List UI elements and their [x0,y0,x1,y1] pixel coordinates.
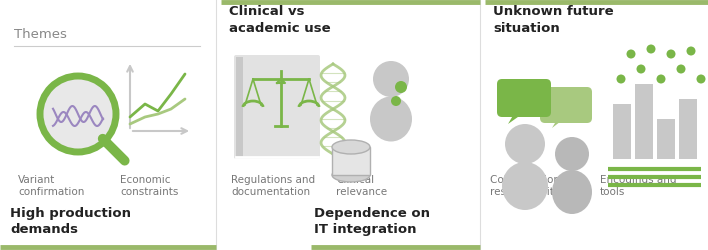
Circle shape [627,50,636,59]
Ellipse shape [370,97,412,142]
Ellipse shape [332,140,370,154]
Circle shape [697,75,705,84]
Circle shape [666,50,675,59]
Bar [332,148,370,175]
Text: High production
demands: High production demands [10,206,131,235]
Text: Themes: Themes [14,28,67,41]
Text: Collaboration and
responsibilites: Collaboration and responsibilites [490,174,583,197]
FancyBboxPatch shape [234,56,320,159]
Text: Unknown future
situation: Unknown future situation [493,5,614,34]
Polygon shape [508,112,525,124]
Circle shape [677,65,685,74]
Bar [613,104,631,159]
Bar [657,120,675,159]
Text: Economic
constraints: Economic constraints [120,174,178,197]
Ellipse shape [502,162,548,210]
FancyBboxPatch shape [497,80,551,118]
Bar [679,100,697,159]
Circle shape [617,75,625,84]
FancyBboxPatch shape [540,88,592,124]
Circle shape [40,77,116,152]
Text: Dependence on
IT integration: Dependence on IT integration [314,206,430,235]
Circle shape [636,65,646,74]
Polygon shape [552,118,565,128]
Bar [635,85,653,159]
Text: Clinical vs
academic use: Clinical vs academic use [229,5,331,34]
Ellipse shape [332,168,370,182]
Circle shape [395,82,407,94]
Circle shape [646,45,656,54]
Circle shape [505,124,545,164]
Circle shape [373,62,409,98]
Text: Variant
confirmation: Variant confirmation [18,174,84,197]
Bar [236,58,243,157]
Circle shape [656,75,666,84]
Ellipse shape [552,170,592,214]
Text: Clinical
relevance: Clinical relevance [336,174,387,197]
Circle shape [391,96,401,106]
Circle shape [555,138,589,171]
Circle shape [687,47,695,56]
Text: Encodings and
tools: Encodings and tools [600,174,677,197]
Text: Regulations and
documentation: Regulations and documentation [231,174,315,197]
